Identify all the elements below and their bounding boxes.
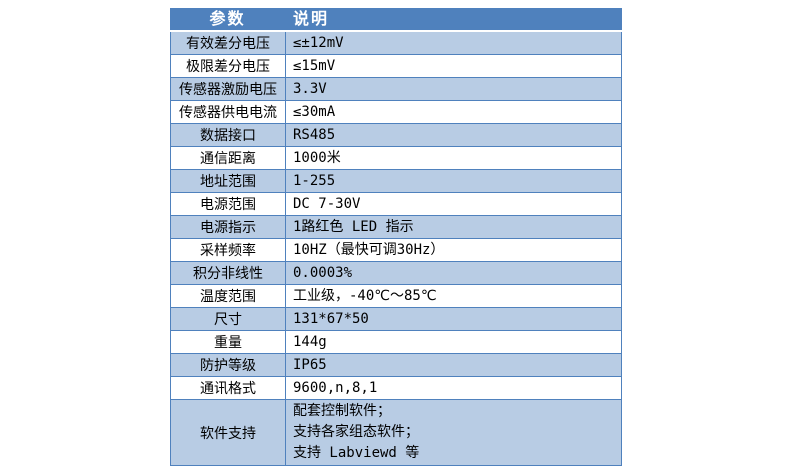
value-cell: 1-255 — [286, 170, 621, 192]
param-cell: 数据接口 — [171, 124, 286, 146]
value-line: 支持 Labviewd 等 — [293, 445, 420, 461]
value-text: 10HZ（最快可调30Hz） — [293, 241, 445, 258]
value-cell: IP65 — [286, 354, 621, 376]
value-cell: 131*67*50 — [286, 308, 621, 330]
value-cell: 10HZ（最快可调30Hz） — [286, 239, 621, 261]
value-text: 9600,n,8,1 — [293, 379, 378, 396]
table-row: 通信距离 1000米 — [171, 146, 621, 169]
header-param: 参数 — [209, 9, 246, 28]
value-text: 144g — [293, 333, 327, 350]
table-row: 通讯格式 9600,n,8,1 — [171, 376, 621, 399]
value-text: 1000米 — [293, 149, 341, 166]
param-cell: 温度范围 — [171, 285, 286, 307]
table-row: 传感器激励电压 3.3V — [171, 77, 621, 100]
table-row: 防护等级 IP65 — [171, 353, 621, 376]
value-text: 1-255 — [293, 172, 336, 189]
value-cell: 9600,n,8,1 — [286, 377, 621, 399]
value-cell: ≤±12mV — [286, 32, 621, 54]
value-cell: 工业级，-40℃～85℃ — [286, 285, 621, 307]
value-cell: DC 7-30V — [286, 193, 621, 215]
value-text: 3.3V — [293, 80, 327, 97]
table-row: 软件支持 配套控制软件； 支持各家组态软件； 支持 Labviewd 等 — [171, 399, 621, 465]
value-text: 131*67*50 — [293, 310, 369, 327]
spec-table: 参数 说明 有效差分电压 ≤±12mV 极限差分电压 ≤15mV 传感器激励电压… — [170, 8, 622, 466]
value-cell: 3.3V — [286, 78, 621, 100]
value-text: RS485 — [293, 126, 336, 143]
param-cell: 地址范围 — [171, 170, 286, 192]
table-row: 电源指示 1路红色 LED 指示 — [171, 215, 621, 238]
value-line: 配套控制软件； — [293, 403, 391, 419]
table-row: 极限差分电压 ≤15mV — [171, 54, 621, 77]
param-cell: 通讯格式 — [171, 377, 286, 399]
value-text: ≤15mV — [293, 57, 336, 74]
value-text: IP65 — [293, 356, 327, 373]
header-desc: 说明 — [293, 9, 330, 28]
param-cell: 通信距离 — [171, 147, 286, 169]
param-cell: 传感器激励电压 — [171, 78, 286, 100]
table-row: 地址范围 1-255 — [171, 169, 621, 192]
param-cell: 防护等级 — [171, 354, 286, 376]
param-cell: 重量 — [171, 331, 286, 353]
value-cell: 配套控制软件； 支持各家组态软件； 支持 Labviewd 等 — [286, 400, 621, 465]
param-cell: 采样频率 — [171, 239, 286, 261]
param-cell: 软件支持 — [171, 400, 286, 465]
param-cell: 积分非线性 — [171, 262, 286, 284]
value-text: 0.0003% — [293, 264, 353, 281]
value-cell: 0.0003% — [286, 262, 621, 284]
value-cell: ≤30mA — [286, 101, 621, 123]
value-cell: 1000米 — [286, 147, 621, 169]
table-row: 温度范围 工业级，-40℃～85℃ — [171, 284, 621, 307]
table-header-row: 参数 说明 — [170, 8, 622, 32]
param-cell: 电源范围 — [171, 193, 286, 215]
table-row: 数据接口 RS485 — [171, 123, 621, 146]
value-line: 支持各家组态软件； — [293, 424, 419, 440]
value-text: ≤30mA — [293, 103, 336, 120]
table-row: 有效差分电压 ≤±12mV — [171, 32, 621, 54]
value-cell: 1路红色 LED 指示 — [286, 216, 621, 238]
value-text: 1路红色 LED 指示 — [293, 218, 414, 235]
value-cell: ≤15mV — [286, 55, 621, 77]
value-cell: 144g — [286, 331, 621, 353]
table-body: 有效差分电压 ≤±12mV 极限差分电压 ≤15mV 传感器激励电压 3.3V … — [170, 32, 622, 466]
table-row: 采样频率 10HZ（最快可调30Hz） — [171, 238, 621, 261]
param-cell: 电源指示 — [171, 216, 286, 238]
table-row: 尺寸 131*67*50 — [171, 307, 621, 330]
value-text: ≤±12mV — [293, 34, 344, 51]
table-row: 积分非线性 0.0003% — [171, 261, 621, 284]
value-text: 工业级，-40℃～85℃ — [293, 287, 437, 304]
table-row: 电源范围 DC 7-30V — [171, 192, 621, 215]
param-cell: 有效差分电压 — [171, 32, 286, 54]
value-cell: RS485 — [286, 124, 621, 146]
table-row: 传感器供电电流 ≤30mA — [171, 100, 621, 123]
param-cell: 尺寸 — [171, 308, 286, 330]
param-cell: 传感器供电电流 — [171, 101, 286, 123]
value-text: DC 7-30V — [293, 195, 361, 212]
param-cell: 极限差分电压 — [171, 55, 286, 77]
table-row: 重量 144g — [171, 330, 621, 353]
